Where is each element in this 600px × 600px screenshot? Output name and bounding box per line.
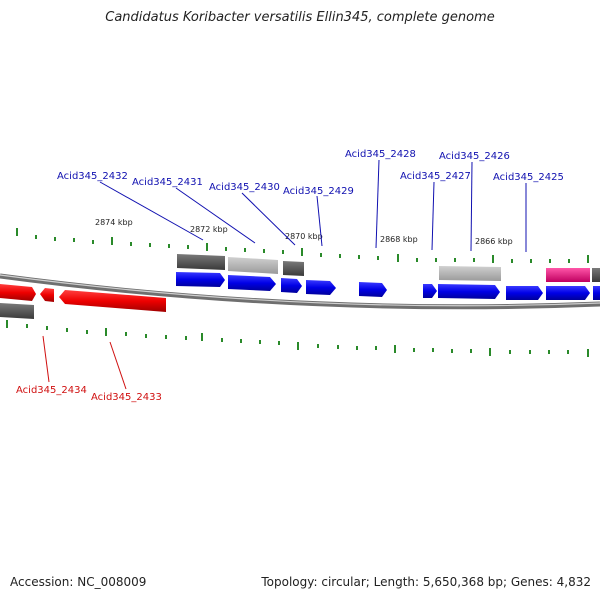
gene-acid345-2434[interactable] bbox=[40, 288, 54, 302]
feature-block-dark[interactable] bbox=[592, 268, 600, 282]
scale-label: 2866 kbp bbox=[475, 237, 513, 246]
leader-line bbox=[175, 187, 256, 244]
gene-label-acid345-2429[interactable]: Acid345_2429 bbox=[283, 186, 354, 197]
gene-label-acid345-2426[interactable]: Acid345_2426 bbox=[439, 151, 510, 162]
leader-line bbox=[470, 161, 473, 252]
gene-label-acid345-2432[interactable]: Acid345_2432 bbox=[57, 171, 128, 182]
scale-ticks-lower bbox=[6, 320, 589, 357]
feature-block-dark[interactable] bbox=[283, 261, 304, 276]
gene-forward[interactable] bbox=[546, 286, 590, 300]
genome-backbone bbox=[0, 273, 600, 310]
leader-line bbox=[316, 195, 323, 247]
gene-label-acid345-2428[interactable]: Acid345_2428 bbox=[345, 149, 416, 160]
gene-label-acid345-2431[interactable]: Acid345_2431 bbox=[132, 177, 203, 188]
gene-reverse[interactable] bbox=[0, 284, 36, 301]
feature-block-light[interactable] bbox=[228, 257, 278, 274]
gene-acid345-2433[interactable] bbox=[59, 290, 166, 312]
gene-label-acid345-2427[interactable]: Acid345_2427 bbox=[400, 171, 471, 182]
gene-acid345-2432[interactable] bbox=[176, 272, 225, 287]
scale-label: 2870 kbp bbox=[285, 232, 323, 241]
leader-line bbox=[241, 192, 296, 246]
gene-acid345-2429[interactable] bbox=[306, 280, 336, 295]
topology-text: Topology: circular; Length: 5,650,368 bp… bbox=[261, 575, 591, 589]
gene-acid345-2431[interactable] bbox=[228, 275, 276, 291]
feature-block-dark[interactable] bbox=[177, 254, 225, 270]
scale-label: 2868 kbp bbox=[380, 235, 418, 244]
scale-label: 2872 kbp bbox=[190, 225, 228, 234]
gene-label-acid345-2430[interactable]: Acid345_2430 bbox=[209, 182, 280, 193]
leader-line bbox=[42, 335, 50, 383]
leader-line bbox=[375, 159, 380, 249]
gene-acid345-2426[interactable] bbox=[438, 284, 500, 299]
gene-acid345-2430[interactable] bbox=[281, 278, 302, 293]
genome-backbone-highlight bbox=[0, 274, 600, 307]
leader-line bbox=[99, 181, 204, 241]
scale-label: 2874 kbp bbox=[95, 218, 133, 227]
gene-label-acid345-2434[interactable]: Acid345_2434 bbox=[16, 385, 87, 396]
feature-block-light[interactable] bbox=[439, 266, 501, 281]
gene-label-acid345-2433[interactable]: Acid345_2433 bbox=[91, 392, 162, 403]
feature-block-dark[interactable] bbox=[0, 303, 34, 319]
accession-text: Accession: NC_008009 bbox=[10, 575, 147, 589]
gene-acid345-2425[interactable] bbox=[506, 286, 543, 300]
scale-ticks-upper bbox=[16, 228, 589, 263]
genome-title: Candidatus Koribacter versatilis Ellin34… bbox=[105, 10, 495, 25]
gene-acid345-2428[interactable] bbox=[359, 282, 387, 297]
leader-line bbox=[431, 181, 435, 251]
gene-forward[interactable] bbox=[593, 286, 600, 300]
gene-label-acid345-2425[interactable]: Acid345_2425 bbox=[493, 172, 564, 183]
leader-line bbox=[109, 341, 127, 390]
feature-block-pink[interactable] bbox=[546, 268, 590, 282]
gene-acid345-2427[interactable] bbox=[423, 284, 437, 298]
